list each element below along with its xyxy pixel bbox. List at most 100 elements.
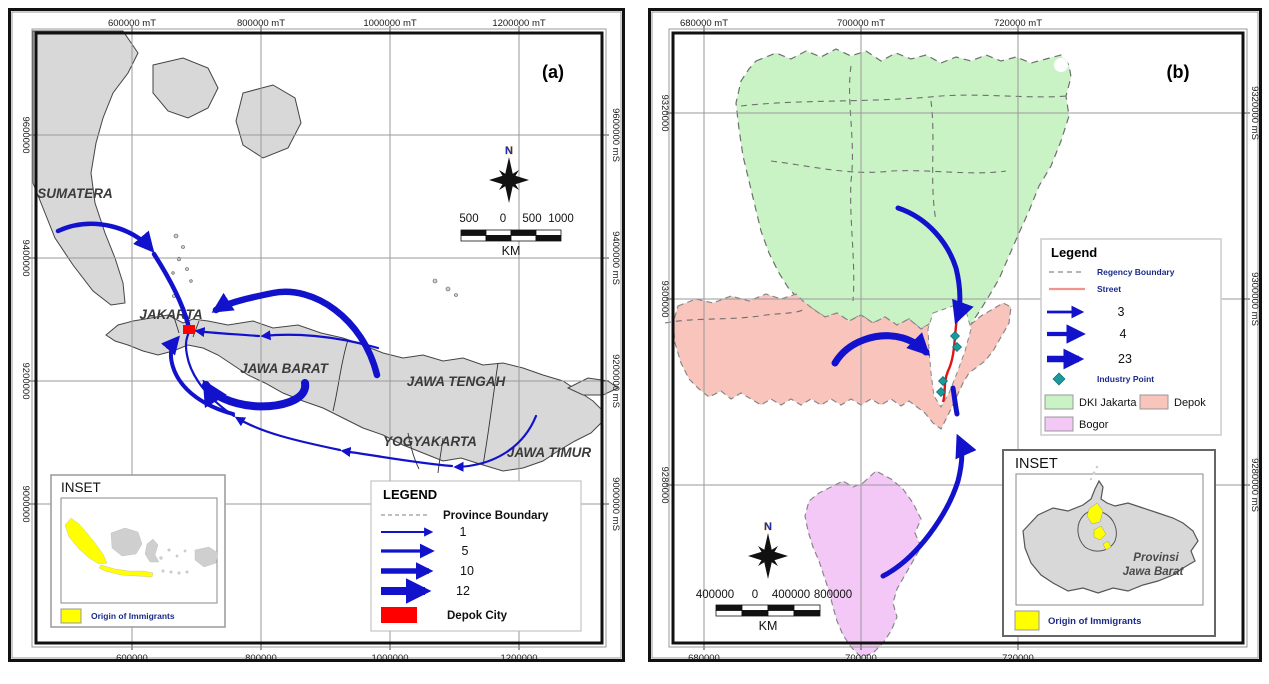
label-jawa-timur: JAWA TIMUR — [507, 445, 592, 460]
sumatra-island — [32, 30, 139, 306]
scalebar-b-tick: 800000 — [814, 589, 852, 601]
panel-b-inner-hairline — [651, 11, 1259, 659]
legend-b-industry-sample — [1052, 372, 1066, 386]
legend-a-flow-5: 5 — [462, 544, 469, 558]
flow-arrow-sumatra — [55, 221, 155, 253]
legend-b-bogor-label: Bogor — [1079, 419, 1109, 431]
axis-a-left: 9000000 — [20, 486, 31, 523]
belitung-island — [235, 84, 302, 159]
legend-a-depok-swatch — [381, 607, 417, 623]
axis-a-bottom: 1200000 — [501, 653, 538, 659]
inset-a-java-highlight — [98, 564, 154, 578]
axis-a-bottom: 1000000 — [372, 653, 409, 659]
map-a-frame — [34, 31, 604, 645]
axis-b-left: 9280000 — [659, 467, 670, 504]
axis-a-right: 9200000 mS — [610, 354, 621, 408]
legend-a-flow-12: 12 — [456, 584, 470, 598]
scalebar-b-tick: 400000 — [772, 589, 810, 601]
label-yogyakarta: YOGYAKARTA — [383, 434, 477, 449]
inset-a-sumatra-highlight — [64, 517, 108, 565]
migration-arrows-a — [55, 221, 538, 472]
inset-b-province-label-2: Jawa Barat — [1123, 566, 1185, 578]
scalebar-b-tick: 400000 — [696, 589, 734, 601]
flow-arrow-west-thick-b — [831, 332, 930, 367]
legend-b-depok-swatch — [1139, 394, 1169, 410]
bangka-island — [152, 57, 219, 119]
map-panel-b: (b) Legend Regency Boundary Street 3 4 2… — [648, 8, 1262, 662]
inset-a-kalimantan — [110, 527, 143, 557]
scalebar-a-bar — [460, 229, 562, 242]
label-jawa-tengah: JAWA TENGAH — [407, 374, 506, 389]
label-sumatera: SUMATERA — [37, 186, 113, 201]
scalebar-b-tick: 0 — [752, 589, 758, 601]
panel-a-inner-hairline — [11, 11, 622, 659]
flow-arrow-sumatra-tail — [151, 251, 191, 327]
axis-b-bottom: 700000 — [845, 653, 877, 659]
legend-a-flow-1: 1 — [460, 525, 467, 539]
axis-b-top: 720000 mT — [994, 18, 1042, 29]
legend-a-depok-label: Depok City — [447, 610, 508, 622]
legend-b-regency-label: Regency Boundary — [1097, 267, 1175, 277]
flow-arrow-south-b-tail — [950, 385, 960, 417]
axis-a-right: 9600000 mS — [610, 108, 621, 162]
axis-a-left: 9400000 — [20, 240, 31, 277]
inset-b-title: INSET — [1015, 456, 1058, 472]
axis-a-left: 9600000 — [20, 117, 31, 154]
flow-arrow-south-b — [880, 433, 977, 579]
panel-a-label: (a) — [542, 62, 564, 82]
scalebar-a: 500 0 500 1000 KM — [459, 213, 573, 258]
panel-b-label: (b) — [1167, 62, 1190, 82]
legend-b-depok-label: Depok — [1174, 397, 1206, 409]
flow-arrow-south-3 — [234, 416, 342, 452]
dki-jakarta-region — [735, 48, 1072, 339]
bogor-region — [804, 470, 922, 658]
axis-b-left: 9320000 — [659, 95, 670, 132]
axis-b-top: 680000 mT — [680, 18, 728, 29]
map-b-canvas: (b) Legend Regency Boundary Street 3 4 2… — [651, 11, 1259, 659]
inset-b-province-label-1: Provinsi — [1133, 552, 1179, 564]
axis-b-bottom: 680000 — [688, 653, 720, 659]
inset-b-legend-swatch — [1014, 610, 1040, 631]
compass-n-label-a: N — [505, 145, 513, 157]
migration-arrows-b — [831, 205, 977, 579]
inset-a-indonesia-map — [64, 517, 219, 578]
legend-b-dki-label: DKI Jakarta — [1079, 397, 1137, 409]
lake-white-circle — [1054, 58, 1068, 72]
axis-a-bottom: 800000 — [245, 653, 277, 659]
inset-b-west-java-shape — [1022, 479, 1199, 594]
axis-a-top: 800000 mT — [237, 18, 285, 29]
flow-arrow-northeast-thick — [211, 288, 381, 379]
scalebar-b-bar — [715, 604, 821, 617]
compass-star-diagonal-a — [499, 170, 519, 190]
inset-a-title: INSET — [61, 480, 101, 495]
legend-b-bogor-swatch — [1044, 416, 1074, 432]
legend-b-street-label: Street — [1097, 284, 1121, 294]
landmass-sumatra-java — [32, 30, 619, 472]
legend-a-province-boundary-label: Province Boundary — [443, 510, 549, 522]
axis-a-right: 9000000 mS — [610, 477, 621, 531]
axis-a-left: 9200000 — [20, 363, 31, 400]
inset-a: INSET Origin of Immigrants — [50, 474, 226, 628]
depok-region — [672, 293, 1012, 430]
inset-a-legend-label: Origin of Immigrants — [91, 611, 175, 621]
legend-b-flow-23: 23 — [1118, 352, 1132, 366]
axis-labels-a: 600000 mT 800000 mT 1000000 mT 1200000 m… — [20, 18, 621, 659]
scalebar-a-tick: 500 — [522, 213, 541, 225]
axis-b-top: 700000 mT — [837, 18, 885, 29]
legend-a: LEGEND Province Boundary 1 5 10 12 Depok… — [370, 480, 582, 632]
legend-b-flow-4: 4 — [1120, 327, 1127, 341]
legend-b-industry-label: Industry Point — [1097, 374, 1154, 384]
axis-a-top: 1000000 mT — [363, 18, 417, 29]
compass-rose-b: N — [748, 521, 788, 579]
java-island — [105, 314, 604, 472]
legend-a-title: LEGEND — [383, 487, 437, 502]
label-jawa-barat: JAWA BARAT — [240, 361, 330, 376]
legend-b: Legend Regency Boundary Street 3 4 23 In… — [1040, 238, 1222, 436]
flow-arrow-north-coast-2 — [194, 327, 261, 338]
map-panel-a: SUMATERA JAKARTA JAWA BARAT JAWA TENGAH … — [8, 8, 625, 662]
depok-city-marker — [183, 325, 195, 334]
legend-b-dki-swatch — [1044, 394, 1074, 410]
region-polygons-b — [672, 48, 1072, 658]
scalebar-b: 400000 0 400000 800000 KM — [696, 589, 852, 633]
legend-a-flow-samples — [381, 527, 435, 604]
